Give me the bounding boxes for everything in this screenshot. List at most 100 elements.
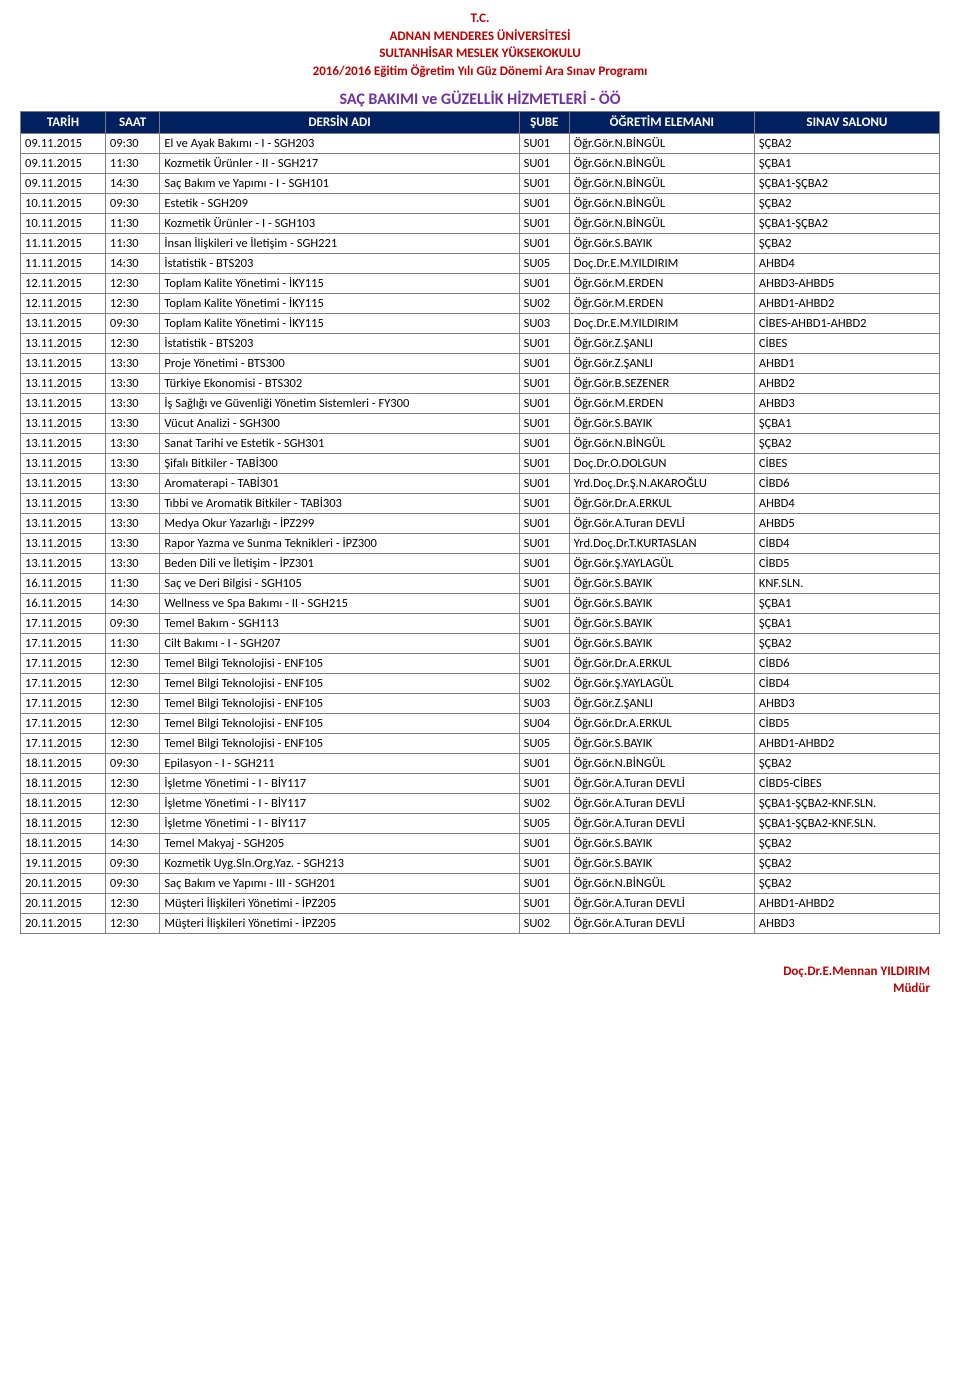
table-cell: ŞÇBA2 [754,134,939,154]
table-cell: İnsan İlişkileri ve İletişim - SGH221 [160,234,519,254]
table-row: 17.11.201512:30Temel Bilgi Teknolojisi -… [21,674,940,694]
table-cell: Tıbbi ve Aromatik Bitkiler - TABİ303 [160,494,519,514]
table-cell: 13:30 [105,394,159,414]
table-cell: 17.11.2015 [21,694,106,714]
table-cell: SU01 [519,274,569,294]
table-cell: Öğr.Gör.M.ERDEN [569,274,754,294]
table-cell: İşletme Yönetimi - I - BİY117 [160,794,519,814]
table-cell: Cilt Bakımı - I - SGH207 [160,634,519,654]
table-cell: Öğr.Gör.M.ERDEN [569,294,754,314]
table-cell: ŞÇBA2 [754,874,939,894]
table-cell: Proje Yönetimi - BTS300 [160,354,519,374]
table-cell: Beden Dili ve İletişim - İPZ301 [160,554,519,574]
table-cell: 18.11.2015 [21,814,106,834]
table-body: 09.11.201509:30El ve Ayak Bakımı - I - S… [21,134,940,934]
table-cell: Öğr.Gör.Dr.A.ERKUL [569,494,754,514]
table-cell: 12:30 [105,774,159,794]
table-cell: 13.11.2015 [21,394,106,414]
table-cell: CİBES-AHBD1-AHBD2 [754,314,939,334]
table-cell: 09:30 [105,314,159,334]
header-line-school: SULTANHİSAR MESLEK YÜKSEKOKULU [20,45,940,63]
table-cell: 13.11.2015 [21,474,106,494]
table-row: 13.11.201513:30Medya Okur Yazarlığı - İP… [21,514,940,534]
table-cell: CİBD5 [754,554,939,574]
table-cell: Saç Bakım ve Yapımı - I - SGH101 [160,174,519,194]
table-cell: Temel Bakım - SGH113 [160,614,519,634]
header-line-tc: T.C. [20,10,940,28]
table-cell: Kozmetik Ürünler - I - SGH103 [160,214,519,234]
table-cell: ŞÇBA2 [754,194,939,214]
table-cell: SU01 [519,774,569,794]
table-row: 13.11.201513:30Proje Yönetimi - BTS300SU… [21,354,940,374]
table-row: 18.11.201514:30Temel Makyaj - SGH205SU01… [21,834,940,854]
table-cell: SU01 [519,334,569,354]
table-cell: 11.11.2015 [21,234,106,254]
footer-title: Müdür [20,981,930,998]
col-header-time: SAAT [105,112,159,134]
table-cell: Öğr.Gör.A.Turan DEVLİ [569,814,754,834]
table-cell: 11:30 [105,634,159,654]
table-cell: SU01 [519,894,569,914]
table-row: 13.11.201513:30Şifalı Bitkiler - TABİ300… [21,454,940,474]
table-cell: Wellness ve Spa Bakımı - II - SGH215 [160,594,519,614]
table-cell: Öğr.Gör.N.BİNGÜL [569,134,754,154]
table-cell: 13:30 [105,534,159,554]
table-cell: Şifalı Bitkiler - TABİ300 [160,454,519,474]
table-cell: 12:30 [105,294,159,314]
table-cell: 17.11.2015 [21,614,106,634]
table-cell: SU01 [519,574,569,594]
table-cell: 12.11.2015 [21,294,106,314]
table-cell: Müşteri İlişkileri Yönetimi - İPZ205 [160,894,519,914]
table-cell: 12:30 [105,794,159,814]
table-cell: Temel Makyaj - SGH205 [160,834,519,854]
table-cell: 12:30 [105,654,159,674]
col-header-room: SINAV SALONU [754,112,939,134]
table-cell: 14:30 [105,834,159,854]
table-cell: ŞÇBA2 [754,434,939,454]
table-cell: Öğr.Gör.N.BİNGÜL [569,874,754,894]
col-header-section: ŞUBE [519,112,569,134]
table-row: 16.11.201511:30Saç ve Deri Bilgisi - SGH… [21,574,940,594]
table-cell: İstatistik - BTS203 [160,334,519,354]
table-cell: Öğr.Gör.Ş.YAYLAGÜL [569,554,754,574]
table-cell: 18.11.2015 [21,754,106,774]
table-cell: 13:30 [105,374,159,394]
table-cell: 18.11.2015 [21,834,106,854]
table-cell: 12:30 [105,914,159,934]
table-cell: 13.11.2015 [21,454,106,474]
table-cell: Öğr.Gör.S.BAYIK [569,594,754,614]
table-cell: SU05 [519,734,569,754]
table-cell: 10.11.2015 [21,214,106,234]
table-cell: CİBD5 [754,714,939,734]
table-cell: SU01 [519,474,569,494]
table-cell: Saç Bakım ve Yapımı - III - SGH201 [160,874,519,894]
table-cell: Öğr.Gör.S.BAYIK [569,834,754,854]
table-cell: 09:30 [105,134,159,154]
table-cell: Öğr.Gör.B.SEZENER [569,374,754,394]
table-cell: Doç.Dr.O.DOLGUN [569,454,754,474]
table-cell: 16.11.2015 [21,574,106,594]
table-row: 13.11.201513:30Aromaterapi - TABİ301SU01… [21,474,940,494]
table-cell: CİBD5-CİBES [754,774,939,794]
table-cell: CİBES [754,334,939,354]
table-cell: AHBD3 [754,694,939,714]
table-cell: ŞÇBA1-ŞÇBA2 [754,174,939,194]
table-cell: Öğr.Gör.N.BİNGÜL [569,754,754,774]
table-row: 17.11.201512:30Temel Bilgi Teknolojisi -… [21,694,940,714]
table-row: 17.11.201512:30Temel Bilgi Teknolojisi -… [21,654,940,674]
table-cell: AHBD1-AHBD2 [754,294,939,314]
table-cell: SU01 [519,134,569,154]
table-cell: 13.11.2015 [21,534,106,554]
table-cell: 09:30 [105,754,159,774]
table-cell: 13.11.2015 [21,554,106,574]
table-cell: 13:30 [105,474,159,494]
table-cell: Doç.Dr.E.M.YILDIRIM [569,314,754,334]
table-cell: SU01 [519,174,569,194]
header-line-university: ADNAN MENDERES ÜNİVERSİTESİ [20,28,940,46]
table-cell: AHBD4 [754,494,939,514]
table-cell: Öğr.Gör.S.BAYIK [569,634,754,654]
table-cell: SU01 [519,214,569,234]
table-cell: 13.11.2015 [21,354,106,374]
table-cell: 18.11.2015 [21,794,106,814]
table-cell: SU01 [519,394,569,414]
